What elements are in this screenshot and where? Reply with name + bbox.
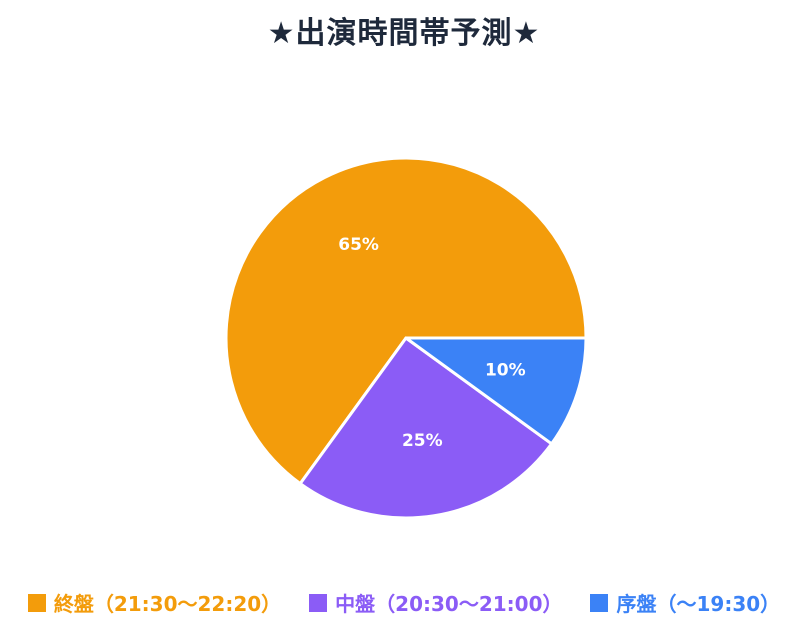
pie-slice-middle[interactable]	[298, 336, 554, 520]
pie-slice-finale[interactable]	[224, 156, 588, 486]
legend-label-finale: 終盤（21:30〜22:20）	[53, 592, 282, 616]
legend-item-middle[interactable]: 中盤（20:30〜21:00）	[309, 588, 562, 617]
chart-title: ★出演時間帯予測★	[267, 16, 541, 51]
legend-swatch-opening	[590, 593, 609, 612]
legend-label-middle: 中盤（20:30〜21:00）	[335, 592, 563, 616]
data-label-opening: 10%	[485, 360, 526, 380]
legend-item-opening[interactable]: 序盤（〜19:30）	[590, 588, 780, 617]
data-label-finale: 65%	[338, 235, 379, 255]
legend-item-finale[interactable]: 終盤（21:30〜22:20）	[27, 588, 282, 617]
legend-label-opening: 序盤（〜19:30）	[616, 592, 781, 616]
legend-swatch-middle	[309, 593, 328, 612]
pie-slices	[224, 156, 588, 520]
pie-slice-opening[interactable]	[404, 336, 588, 446]
legend-swatch-finale	[27, 593, 46, 612]
pie-chart: 65% 25% 10%	[224, 156, 588, 520]
data-label-middle: 25%	[402, 431, 443, 451]
pie-labels: 65% 25% 10%	[338, 235, 525, 451]
chart-legend: 終盤（21:30〜22:20） 中盤（20:30〜21:00） 序盤（〜19:3…	[0, 588, 808, 617]
